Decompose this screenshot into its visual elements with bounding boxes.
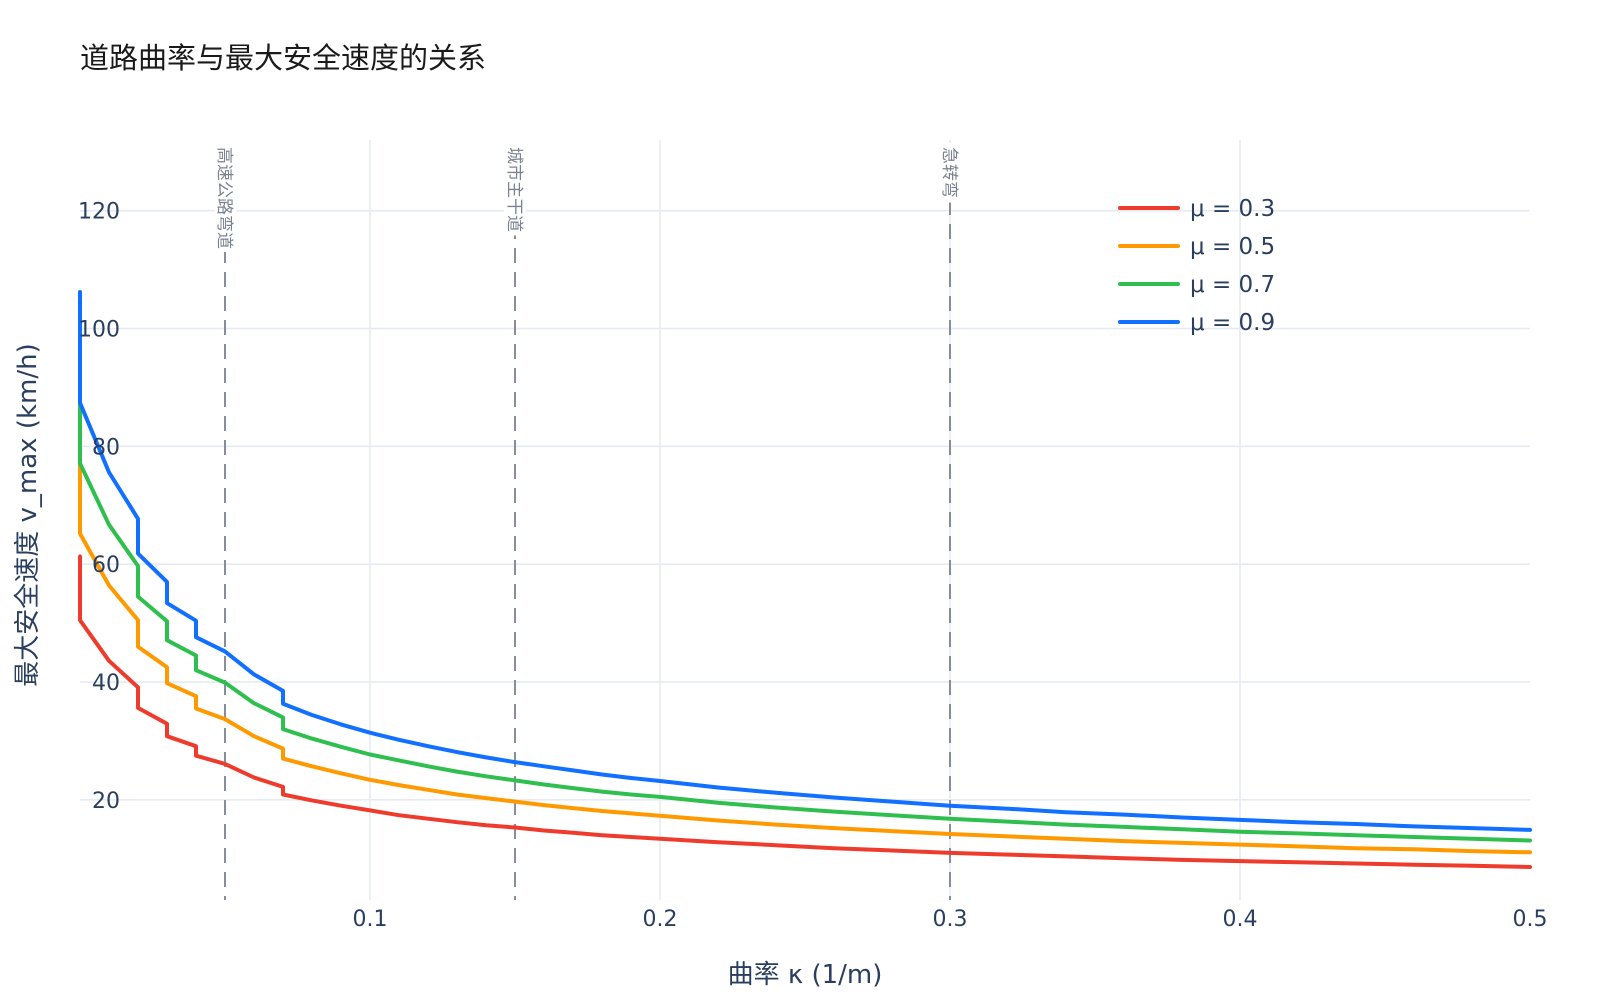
legend-item[interactable]: μ = 0.9: [1118, 310, 1275, 336]
y-tick-label: 60: [92, 553, 120, 578]
reference-lines: 高速公路弯道 城市主干道 急转弯: [214, 143, 961, 900]
legend-label: μ = 0.5: [1190, 234, 1275, 260]
y-tick-label: 100: [78, 318, 120, 343]
series-line-2: [78, 449, 1532, 855]
x-tick-label: 0.4: [1223, 907, 1258, 932]
x-axis-title: 曲率 κ (1/m): [728, 960, 883, 990]
reference-label-background: [214, 143, 236, 252]
x-tick-label: 0.5: [1513, 907, 1548, 932]
legend[interactable]: μ = 0.3 μ = 0.5 μ = 0.7 μ = 0.9: [1118, 196, 1275, 336]
chart-title: 道路曲率与最大安全速度的关系: [80, 41, 486, 75]
x-tick-label: 0.1: [353, 907, 388, 932]
y-tick-label: 20: [92, 789, 120, 814]
x-tick-label: 0.2: [643, 907, 678, 932]
series-layer: [78, 290, 1532, 869]
y-tick-label: 80: [92, 435, 120, 460]
y-tick-labels: 20 40 60 80 100 120: [78, 200, 120, 814]
legend-item[interactable]: μ = 0.5: [1118, 234, 1275, 260]
reference-line-label: 急转弯: [939, 147, 959, 198]
legend-label: μ = 0.3: [1190, 196, 1275, 222]
legend-item[interactable]: μ = 0.7: [1118, 272, 1275, 298]
series-line-4: [78, 290, 1532, 832]
series-line-1: [78, 554, 1532, 869]
y-tick-label: 120: [78, 200, 120, 225]
x-tick-label: 0.3: [933, 907, 968, 932]
series-line-3: [78, 363, 1532, 843]
reference-line-label: 城市主干道: [504, 147, 524, 232]
legend-label: μ = 0.7: [1190, 272, 1275, 298]
x-tick-labels: 0.1 0.2 0.3 0.4 0.5: [353, 907, 1548, 932]
reference-label-background: [939, 143, 961, 203]
legend-label: μ = 0.9: [1190, 310, 1275, 336]
grid-layer: [80, 140, 1530, 900]
y-axis-title: 最大安全速度 v_max (km/h): [13, 343, 43, 686]
legend-item[interactable]: μ = 0.3: [1118, 196, 1275, 222]
reference-line-label: 高速公路弯道: [214, 147, 234, 249]
reference-label-background: [504, 143, 526, 236]
y-tick-label: 40: [92, 671, 120, 696]
